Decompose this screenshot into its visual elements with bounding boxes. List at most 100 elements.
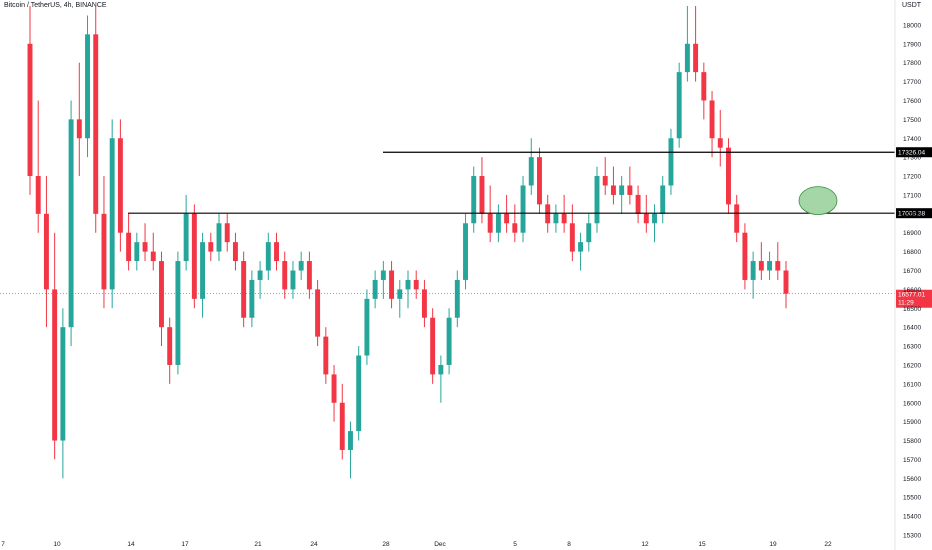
price-tick-label: 16500: [903, 306, 921, 313]
currency-label: USDT: [902, 2, 922, 9]
current-price-label: 16577.01: [898, 292, 925, 299]
candle-body: [339, 402, 345, 450]
candle: [750, 251, 756, 299]
time-axis[interactable]: 7 10 14 17 21 24 28 Dec 5 8 12 15 19 22: [1, 541, 832, 548]
candle: [438, 355, 444, 403]
candle: [191, 204, 197, 309]
candle-body: [167, 327, 173, 365]
candle-body: [27, 43, 33, 177]
candle: [216, 213, 222, 262]
candle-body: [200, 242, 206, 299]
candle-body: [479, 176, 485, 214]
candle: [167, 317, 173, 384]
candle-body: [298, 261, 304, 271]
candle-body: [610, 185, 616, 195]
price-tick-label: 17100: [903, 192, 921, 199]
price-tick-label: 16200: [903, 362, 921, 369]
candle-body: [35, 176, 41, 214]
candle: [643, 194, 649, 233]
price-tick-label: 15400: [903, 514, 921, 521]
annotation-layer: [798, 186, 838, 215]
chart-symbol-title: Bitcoin / TetherUS, 4h, BINANCE: [4, 2, 107, 9]
candle: [306, 251, 312, 299]
candle-body: [635, 194, 641, 214]
candle-body: [569, 223, 575, 252]
candle-body: [241, 261, 247, 318]
candle-body: [430, 317, 436, 375]
price-tick-label: 16400: [903, 325, 921, 332]
candle: [183, 194, 189, 271]
price-tick-label: 16600: [903, 287, 921, 294]
candle-body: [578, 242, 584, 252]
price-tick-label: 15300: [903, 533, 921, 540]
candle-body: [750, 261, 756, 280]
candle-body: [421, 289, 427, 318]
candle-body: [742, 232, 748, 280]
candle-body: [520, 185, 526, 233]
candle: [323, 327, 329, 384]
candle: [463, 213, 468, 290]
candle-body: [668, 138, 674, 186]
candle-body: [348, 431, 353, 450]
price-tick-label: 17200: [903, 174, 921, 181]
bar-countdown-label: 11:29: [898, 300, 914, 307]
price-tick-label: 15800: [903, 438, 921, 445]
candle-body: [52, 289, 58, 441]
candle-body: [265, 242, 271, 271]
candle: [348, 421, 353, 479]
candle-body: [134, 242, 140, 262]
price-axis[interactable]: 15300 15400 15500 15600 15700 15800 15900 16000…: [894, 0, 921, 550]
candle: [339, 383, 345, 460]
candle-body: [438, 364, 444, 375]
candle-body: [389, 270, 395, 299]
candle: [405, 270, 411, 309]
candle-body: [208, 242, 214, 252]
candle-body: [315, 289, 321, 337]
level-price-label: 17003.38: [898, 210, 925, 217]
candle: [142, 223, 148, 262]
price-tick-label: 17800: [903, 60, 921, 67]
candle: [627, 166, 633, 205]
candle: [430, 308, 436, 384]
candle: [200, 232, 206, 318]
candle-body: [159, 261, 164, 328]
candle: [224, 213, 230, 252]
candle-body: [306, 261, 312, 290]
price-tick-label: 16300: [903, 344, 921, 351]
candle: [701, 62, 707, 120]
candle-body: [709, 100, 715, 139]
candle-body: [331, 374, 337, 403]
candle-body: [323, 336, 329, 375]
candle: [380, 261, 386, 299]
price-tick-label: 15600: [903, 476, 921, 483]
candle: [421, 279, 427, 328]
level-price-tag: [896, 147, 932, 158]
price-tick-label: 16700: [903, 268, 921, 275]
candle-body: [528, 157, 534, 186]
candle-body: [372, 279, 378, 299]
time-tick-label: 17: [181, 541, 189, 548]
target-ellipse-annotation[interactable]: [798, 186, 838, 215]
candle-body: [726, 147, 731, 205]
candle-body: [232, 242, 238, 262]
price-tick-label: 17900: [903, 41, 921, 48]
candle-body: [537, 157, 542, 205]
price-tick-label: 17600: [903, 98, 921, 105]
candle-body: [627, 185, 633, 195]
candle: [52, 232, 58, 460]
candle-body: [717, 138, 723, 148]
candle-body: [775, 261, 781, 271]
candle: [101, 176, 107, 309]
candle: [586, 213, 592, 252]
candle-body: [356, 355, 362, 432]
candle: [249, 270, 255, 328]
candle-body: [561, 213, 567, 224]
candle-body: [274, 242, 279, 262]
candle: [660, 176, 666, 224]
candle: [767, 251, 773, 280]
candle-body: [405, 279, 411, 290]
candle: [635, 185, 641, 224]
current-price-tag: [896, 289, 932, 308]
price-tick-label: 15700: [903, 457, 921, 464]
